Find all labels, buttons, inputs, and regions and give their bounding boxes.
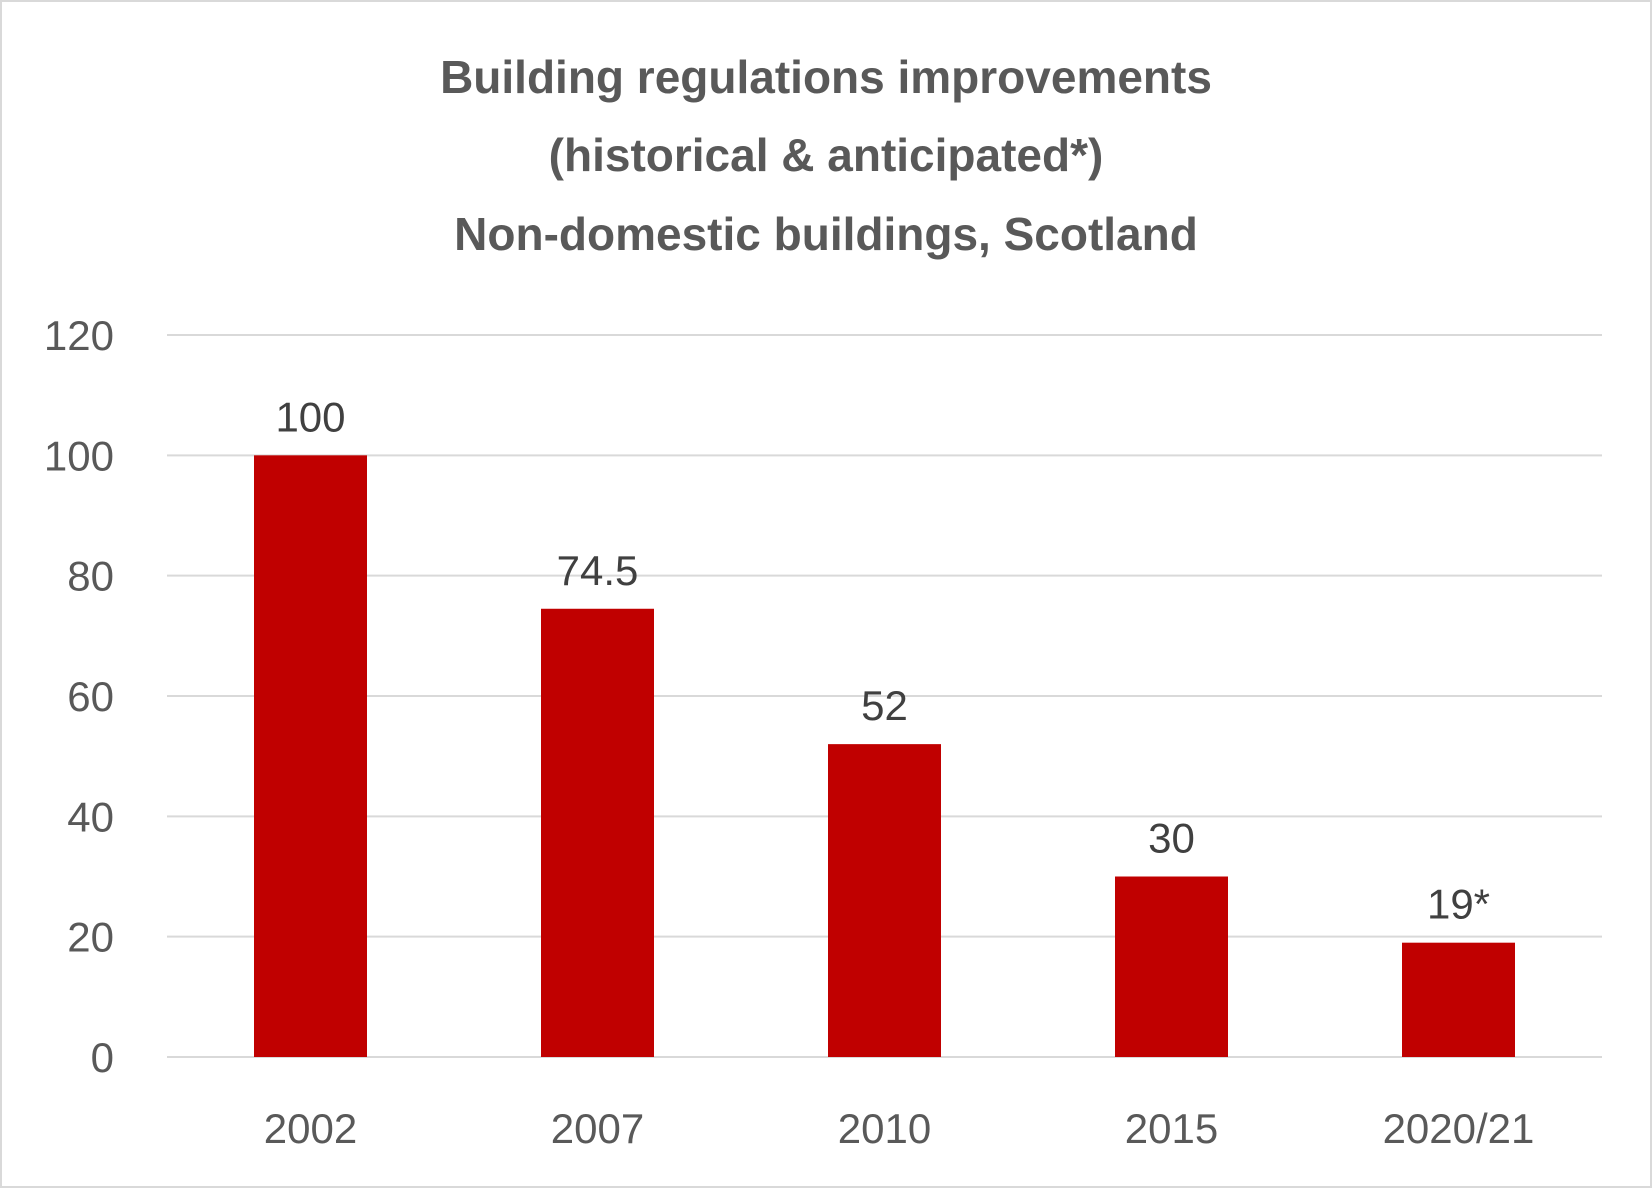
x-tick-label: 2015	[1125, 1105, 1218, 1152]
bar-2002	[254, 455, 367, 1057]
x-axis: 2002 2007 2010 2015 2020/21	[264, 1105, 1535, 1152]
y-tick-label: 0	[91, 1034, 114, 1081]
chart-title-line-2: (historical & anticipated*)	[549, 129, 1104, 181]
bar-2015	[1115, 876, 1228, 1057]
chart-title: Building regulations improvements (histo…	[440, 51, 1212, 260]
data-labels: 100 74.5 52 30 19*	[275, 393, 1490, 927]
chart-title-line-1: Building regulations improvements	[440, 51, 1212, 103]
data-label: 74.5	[557, 547, 639, 594]
data-label: 100	[275, 393, 345, 440]
x-tick-label: 2007	[551, 1105, 644, 1152]
y-tick-label: 100	[44, 432, 114, 479]
y-tick-label: 80	[67, 553, 114, 600]
data-label: 52	[861, 682, 908, 729]
x-tick-label: 2010	[838, 1105, 931, 1152]
y-axis: 0 20 40 60 80 100 120	[44, 312, 114, 1081]
data-label: 19*	[1427, 881, 1490, 928]
x-tick-label: 2002	[264, 1105, 357, 1152]
y-tick-label: 120	[44, 312, 114, 359]
y-tick-label: 20	[67, 914, 114, 961]
chart-title-line-3: Non-domestic buildings, Scotland	[454, 208, 1198, 260]
bar-2007	[541, 608, 654, 1057]
y-tick-label: 60	[67, 673, 114, 720]
bars	[254, 455, 1515, 1057]
bar-2010	[828, 744, 941, 1057]
y-tick-label: 40	[67, 793, 114, 840]
bar-2020-21	[1402, 942, 1515, 1057]
x-tick-label: 2020/21	[1383, 1105, 1535, 1152]
data-label: 30	[1148, 815, 1195, 862]
